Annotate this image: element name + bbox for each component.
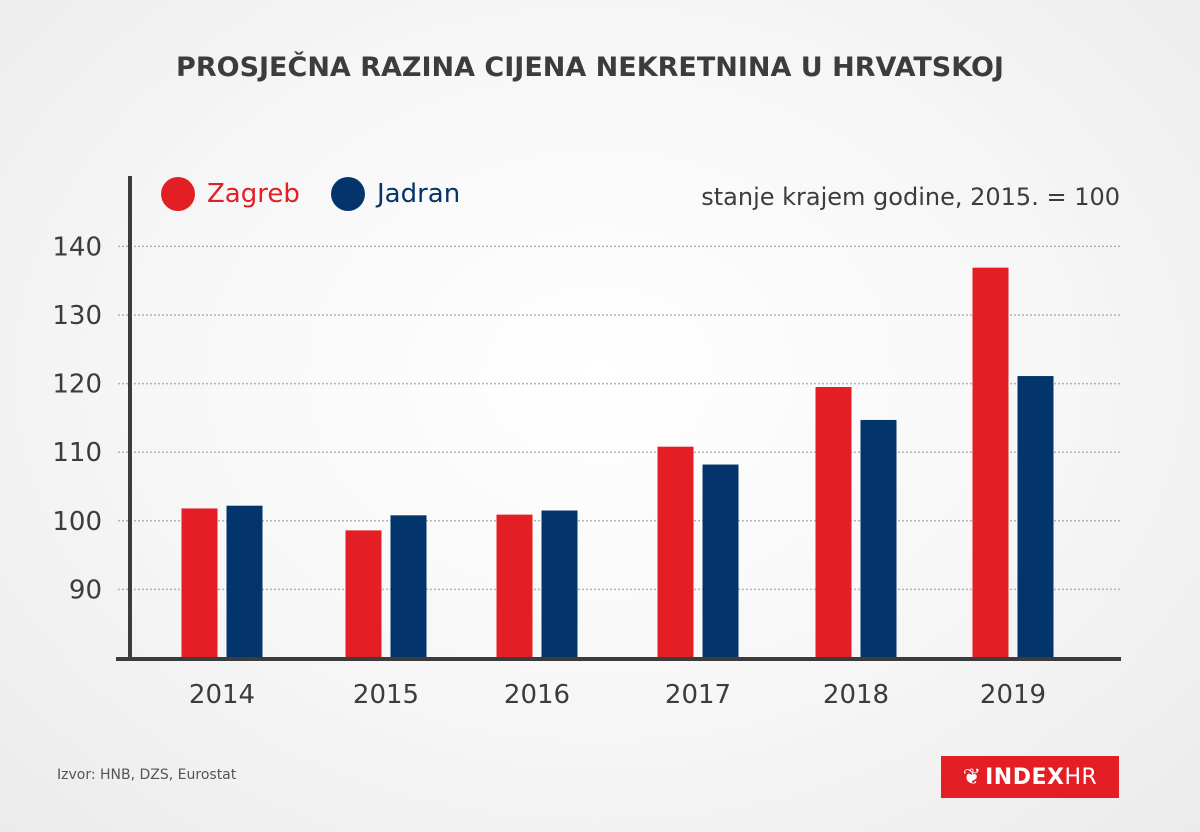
y-tick-label-120: 120 bbox=[52, 370, 102, 400]
bar-zagreb-2015 bbox=[345, 530, 382, 658]
x-tick-label-2019: 2019 bbox=[980, 680, 1046, 710]
bar-zagreb-2016 bbox=[496, 514, 533, 658]
chart-note: stanje krajem godine, 2015. = 100 bbox=[701, 183, 1120, 211]
chart-title: PROSJEČNA RAZINA CIJENA NEKRETNINA U HRV… bbox=[176, 52, 1004, 83]
x-tick-label-2018: 2018 bbox=[823, 680, 889, 710]
bar-jadran-2015 bbox=[390, 515, 427, 658]
bar-zagreb-2019 bbox=[972, 267, 1009, 658]
index-hr-logo: ❦ INDEX HR bbox=[941, 756, 1119, 798]
flame-icon: ❦ bbox=[962, 764, 982, 790]
x-tick-label-2017: 2017 bbox=[665, 680, 731, 710]
y-tick-label-140: 140 bbox=[52, 232, 102, 262]
bar-jadran-2016 bbox=[541, 510, 578, 658]
y-tick-label-110: 110 bbox=[52, 438, 102, 468]
x-tick-label-2014: 2014 bbox=[189, 680, 255, 710]
x-tick-label-2015: 2015 bbox=[353, 680, 419, 710]
bar-zagreb-2017 bbox=[657, 446, 694, 658]
y-tick-label-90: 90 bbox=[69, 575, 102, 605]
x-tick-label-2016: 2016 bbox=[504, 680, 570, 710]
legend-label-jadran: Jadran bbox=[377, 179, 461, 209]
y-tick-label-130: 130 bbox=[52, 301, 102, 331]
source-text: Izvor: HNB, DZS, Eurostat bbox=[57, 767, 237, 783]
bar-zagreb-2014 bbox=[181, 508, 218, 658]
bar-zagreb-2018 bbox=[815, 387, 852, 658]
logo-brand: INDEX bbox=[985, 764, 1065, 790]
bar-jadran-2014 bbox=[226, 505, 263, 658]
bar-jadran-2019 bbox=[1017, 376, 1054, 658]
bar-jadran-2017 bbox=[702, 464, 739, 658]
legend-swatch-zagreb bbox=[161, 177, 195, 211]
legend-swatch-jadran bbox=[331, 177, 365, 211]
legend-label-zagreb: Zagreb bbox=[207, 179, 300, 209]
legend-item-zagreb: Zagreb bbox=[161, 174, 300, 214]
bar-jadran-2018 bbox=[860, 419, 897, 658]
y-tick-label-100: 100 bbox=[52, 507, 102, 537]
legend-item-jadran: Jadran bbox=[331, 174, 460, 214]
logo-suffix: HR bbox=[1064, 764, 1098, 790]
